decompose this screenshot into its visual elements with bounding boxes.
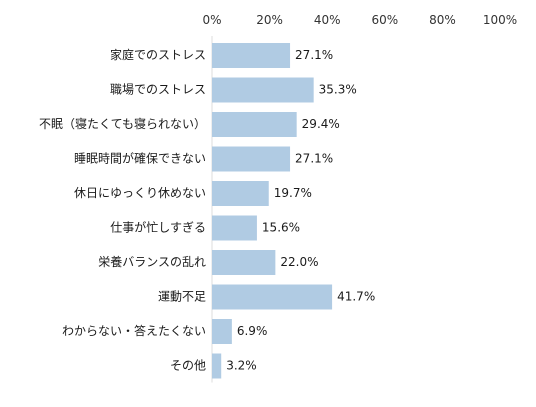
value-label: 15.6% [262,221,300,235]
value-label: 27.1% [295,152,333,166]
bar [212,215,257,241]
x-tick-label: 40% [314,13,341,27]
bar [212,353,222,379]
x-tick-label: 100% [483,13,517,27]
value-label: 41.7% [337,290,375,304]
bar [212,181,269,206]
x-tick-label: 80% [429,13,456,27]
bar [212,43,291,68]
bar [212,112,297,137]
value-label: 29.4% [302,117,340,131]
bar [212,319,232,344]
bars [212,43,333,379]
x-tick-label: 60% [371,13,398,27]
x-tick-label: 20% [256,13,283,27]
category-label: その他 [170,359,206,373]
value-label: 19.7% [274,186,312,200]
category-label: 家庭でのストレス [110,47,206,62]
category-label: 運動不足 [158,290,206,304]
category-label: 仕事が忙しすぎる [110,220,206,235]
value-label: 27.1% [295,48,333,62]
bar [212,284,333,310]
value-label: 3.2% [226,359,257,373]
value-label: 6.9% [237,324,268,338]
category-label: 不眠（寝たくても寝られない） [39,116,206,131]
category-label: 睡眠時間が確保できない [74,151,206,166]
bar [212,146,291,172]
category-label: 休日にゆっくり休めない [74,186,206,200]
value-label: 35.3% [319,83,357,97]
bar [212,77,314,103]
category-label: 栄養バランスの乱れ [98,254,206,269]
category-label: わからない・答えたくない [62,323,206,338]
x-tick-label: 0% [202,13,221,27]
value-label: 22.0% [280,255,318,269]
bar [212,250,276,275]
category-label: 職場でのストレス [110,83,206,97]
value-labels: 27.1% 35.3% 29.4% 27.1% 19.7% 15.6% 22.0% 41.7%… [226,48,375,373]
